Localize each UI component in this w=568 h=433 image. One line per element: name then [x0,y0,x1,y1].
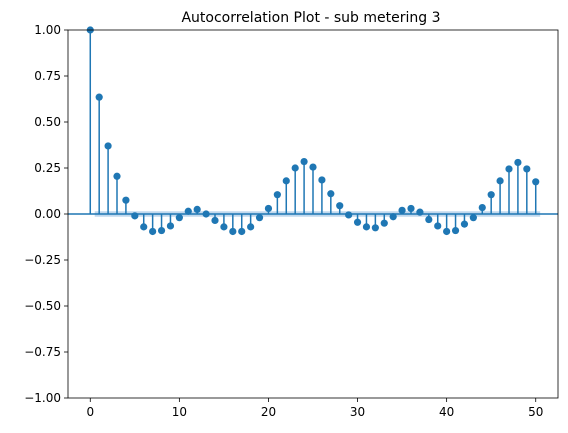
marker-lag-4 [122,196,130,204]
marker-lag-16 [229,227,237,236]
marker-lag-37 [416,208,424,216]
marker-lag-25 [309,163,317,171]
x-tick-label: 20 [261,405,276,419]
marker-lag-12 [193,205,201,213]
marker-lag-41 [451,226,460,235]
marker-lag-47 [505,165,513,173]
y-tick-label: 0.00 [34,207,61,221]
marker-lag-36 [407,204,415,213]
x-tick-label: 40 [439,405,454,419]
stem-layer [68,26,558,236]
y-tick-label: 1.00 [34,23,61,37]
marker-lag-29 [345,211,353,219]
marker-lag-39 [434,222,442,230]
marker-lag-20 [264,204,273,213]
marker-lag-10 [175,214,183,222]
marker-lag-46 [496,177,504,185]
marker-lag-33 [380,219,388,227]
x-tick-label: 0 [86,405,94,419]
plot-frame-layer [67,29,559,399]
marker-lag-42 [460,220,469,228]
marker-lag-3 [113,172,121,180]
y-tick-label: 0.75 [34,69,61,83]
marker-lag-23 [291,164,299,172]
marker-lag-2 [104,142,112,150]
marker-lag-22 [282,177,290,185]
marker-lag-21 [273,191,281,199]
marker-lag-11 [184,207,192,215]
marker-lag-40 [443,227,451,236]
marker-lag-28 [336,202,344,210]
y-tick-label: −1.00 [24,391,61,405]
marker-lag-17 [238,227,246,236]
y-tick-label: 0.25 [34,161,61,175]
marker-lag-26 [318,176,326,184]
marker-lag-9 [166,222,175,230]
marker-lag-19 [255,214,264,222]
marker-lag-43 [469,214,477,222]
marker-lag-31 [362,223,371,231]
marker-lag-27 [327,190,335,198]
marker-lag-30 [353,218,362,226]
y-tick-label: −0.50 [24,299,61,313]
marker-lag-34 [389,213,397,221]
marker-lag-45 [487,191,495,199]
y-tick-label: 0.50 [34,115,61,129]
marker-lag-14 [211,216,219,225]
marker-lag-50 [532,178,540,186]
marker-lag-38 [425,215,433,224]
marker-lag-5 [131,212,139,220]
marker-lag-49 [523,165,531,173]
x-tick-label: 30 [350,405,365,419]
marker-lag-35 [398,206,406,214]
marker-lag-18 [247,223,255,231]
marker-lag-6 [140,223,148,231]
marker-lag-32 [371,224,379,232]
marker-lag-13 [202,210,210,218]
y-tick-label: −0.25 [24,253,61,267]
marker-lag-24 [300,157,308,166]
plot-frame [67,29,559,399]
y-tick-label: −0.75 [24,345,61,359]
x-tick-label: 50 [528,405,543,419]
marker-lag-8 [157,226,166,235]
marker-lag-44 [478,203,486,212]
marker-lag-48 [514,158,522,167]
chart-title: Autocorrelation Plot - sub metering 3 [181,10,440,26]
axis-layer: 0 10 20 30 40 50 −1.00 −0.75 −0.50 −0.25 0.00 0.25 0… [24,23,543,419]
marker-lag-15 [220,223,228,231]
marker-lag-7 [149,227,157,236]
x-tick-label: 10 [172,405,187,419]
marker-lag-1 [95,93,103,101]
